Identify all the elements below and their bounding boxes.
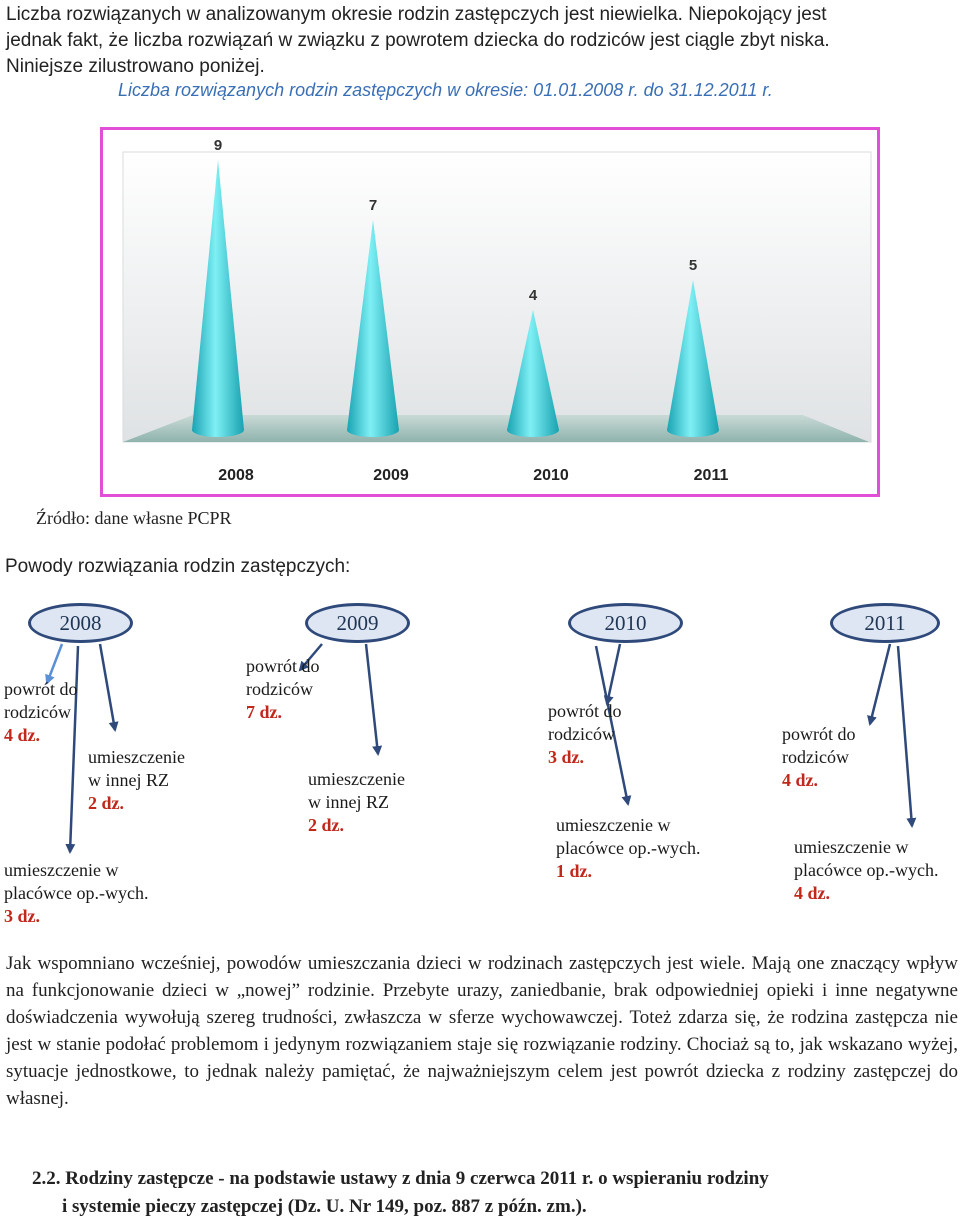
chart-bar — [507, 310, 559, 437]
section-heading-line: i systemie pieczy zastępczej (Dz. U. Nr … — [62, 1196, 587, 1217]
reason-count: 2 dz. — [308, 815, 344, 835]
reason-count: 4 dz. — [794, 883, 830, 903]
chart-cone-2009: 7 — [347, 197, 399, 437]
section-heading-line: 2.2. Rodziny zastępcze - na podstawie us… — [32, 1168, 769, 1189]
reason-count: 2 dz. — [88, 793, 124, 813]
reason-2008-return: powrót do rodziców 4 dz. — [4, 678, 78, 747]
chart-data-label: 5 — [689, 257, 697, 274]
reason-line: umieszczenie w — [4, 860, 119, 880]
reason-line: umieszczenie w — [556, 815, 671, 835]
chart-data-label: 7 — [369, 197, 377, 214]
reason-2009-return: powrót do rodziców 7 dz. — [246, 655, 320, 724]
intro-line: jednak fakt, że liczba rozwiązań w związ… — [6, 30, 830, 51]
chart-back-wall — [122, 151, 872, 443]
reason-count: 4 dz. — [4, 725, 40, 745]
reason-line: umieszczenie — [308, 769, 405, 789]
chart-x-tick-label: 2009 — [373, 467, 409, 484]
year-2009-ellipse: 2009 — [305, 603, 410, 643]
reason-line: powrót do — [246, 656, 320, 676]
arrow-2008-return — [45, 643, 64, 685]
intro-line: Liczba rozwiązanych w analizowanym okres… — [6, 4, 827, 25]
cone-chart: 9 7 4 5 2008 2009 2010 2011 — [122, 137, 872, 484]
chart-caption: Liczba rozwiązanych rodzin zastępczych w… — [118, 80, 773, 100]
intro-paragraph: Liczba rozwiązanych w analizowanym okres… — [6, 2, 956, 80]
intro-line: Niniejsze zilustrowano poniżej. — [6, 56, 265, 77]
reason-line: placówce op.-wych. — [4, 883, 149, 903]
arrow-2010-institution — [594, 645, 632, 806]
section-heading: 2.2. Rodziny zastępcze - na podstawie us… — [32, 1165, 956, 1221]
chart-x-tick-label: 2008 — [218, 467, 254, 484]
reason-2008-institution: umieszczenie w placówce op.-wych. 3 dz. — [4, 859, 148, 928]
reason-line: umieszczenie — [88, 747, 185, 767]
reason-line: placówce op.-wych. — [794, 860, 939, 880]
arrow-2011-institution — [896, 645, 917, 828]
chart-bar — [667, 280, 719, 437]
reason-line: powrót do — [782, 724, 856, 744]
reason-line: rodziców — [548, 724, 615, 744]
chart-cone-2008: 9 — [192, 137, 244, 437]
reason-2011-return: powrót do rodziców 4 dz. — [782, 723, 856, 792]
reason-line: rodziców — [4, 702, 71, 722]
arrow-2008-other-family — [98, 643, 119, 732]
year-2010-ellipse: 2010 — [568, 603, 683, 643]
year-2008-ellipse: 2008 — [28, 603, 133, 643]
reason-line: w innej RZ — [308, 792, 389, 812]
reason-count: 3 dz. — [4, 906, 40, 926]
reason-line: rodziców — [782, 747, 849, 767]
arrow-2011-return — [867, 643, 892, 726]
reason-count: 7 dz. — [246, 702, 282, 722]
reason-2010-return: powrót do rodziców 3 dz. — [548, 700, 622, 769]
reasons-arrows — [45, 643, 917, 854]
chart-data-label: 4 — [529, 287, 538, 304]
reason-count: 4 dz. — [782, 770, 818, 790]
body-paragraph: Jak wspomniano wcześniej, powodów umiesz… — [6, 953, 958, 1109]
chart-bar — [192, 160, 244, 437]
chart-source: Źródło: dane własne PCPR — [36, 508, 232, 528]
chart-x-tick-label: 2011 — [694, 467, 729, 484]
reason-count: 3 dz. — [548, 747, 584, 767]
reason-2010-institution: umieszczenie w placówce op.-wych. 1 dz. — [556, 814, 700, 883]
reason-2009-other-family: umieszczenie w innej RZ 2 dz. — [308, 768, 405, 837]
reason-count: 1 dz. — [556, 861, 592, 881]
chart-cone-2010: 4 — [507, 287, 559, 437]
reasons-title: Powody rozwiązania rodzin zastępczych: — [5, 556, 351, 577]
year-2011-ellipse: 2011 — [830, 603, 940, 643]
chart-cone-2011: 5 — [667, 257, 719, 437]
reason-line: w innej RZ — [88, 770, 169, 790]
reason-2011-institution: umieszczenie w placówce op.-wych. 4 dz. — [794, 836, 938, 905]
reason-line: powrót do — [4, 679, 78, 699]
chart-frame: 9 7 4 5 2008 2009 2010 2011 — [100, 127, 880, 497]
reason-line: rodziców — [246, 679, 313, 699]
arrow-2010-return — [603, 643, 622, 706]
chart-data-label: 9 — [214, 137, 222, 154]
reason-line: placówce op.-wych. — [556, 838, 701, 858]
chart-x-tick-label: 2010 — [533, 467, 569, 484]
arrow-2009-other-family — [364, 643, 383, 756]
arrow-2008-institution — [65, 645, 80, 854]
reason-line: umieszczenie w — [794, 837, 909, 857]
reason-2008-other-family: umieszczenie w innej RZ 2 dz. — [88, 746, 185, 815]
arrow-2009-return — [298, 643, 323, 672]
reason-line: powrót do — [548, 701, 622, 721]
chart-bar — [347, 220, 399, 437]
